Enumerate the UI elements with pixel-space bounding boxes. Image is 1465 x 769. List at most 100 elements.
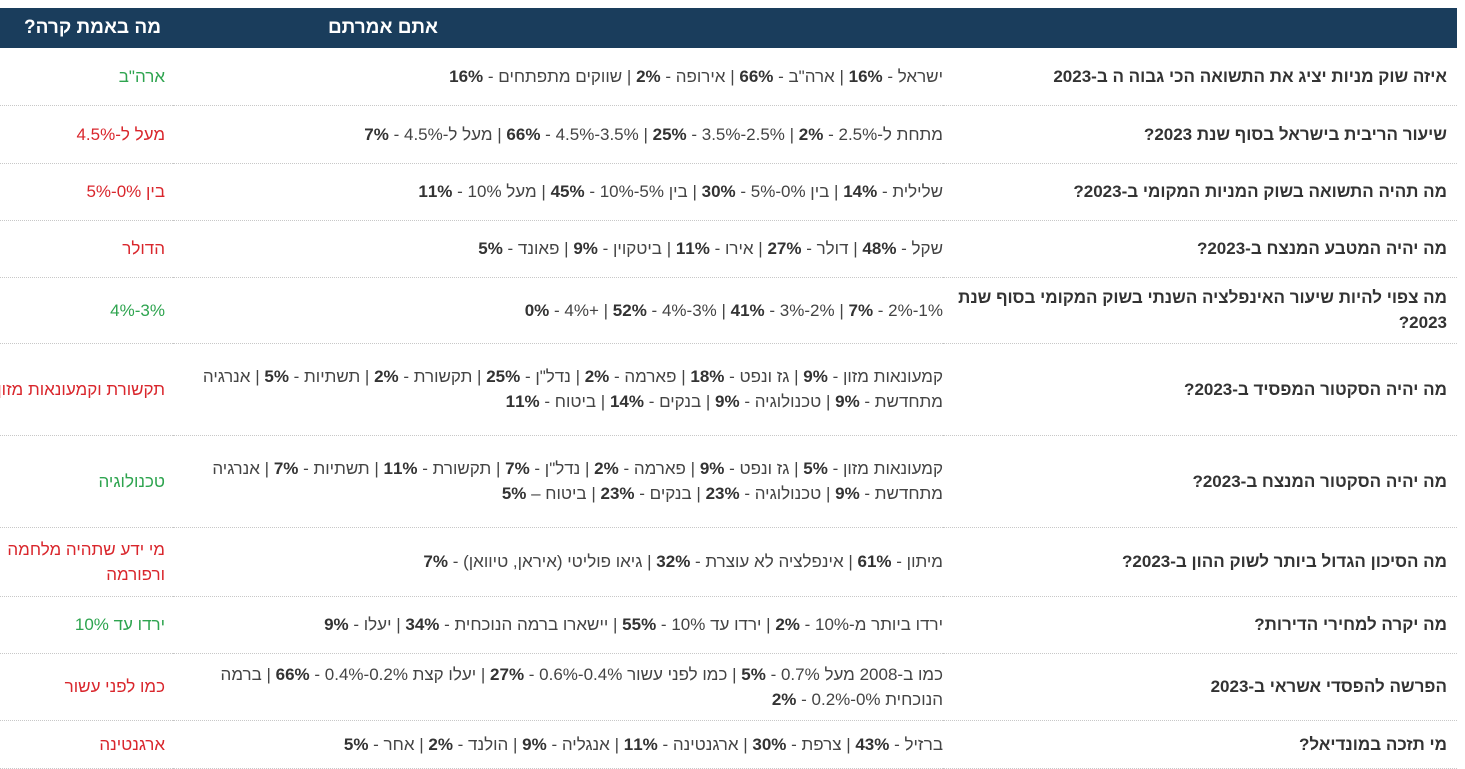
reality-cell: ארה"ב: [0, 48, 173, 106]
reality-cell: כמו לפני עשור: [0, 653, 173, 721]
answer-option: בנקים - 14%: [609, 392, 702, 411]
answer-separator: |: [261, 664, 276, 684]
reality-cell: ירדו עד 10%: [0, 596, 173, 654]
answer-separator: |: [492, 124, 507, 144]
answer-separator: |: [789, 367, 804, 386]
answers-cell: 1%-2% - 7% | 2%-3% - 41% | 3%-4% - 52% |…: [173, 277, 943, 344]
answer-separator: |: [725, 66, 740, 86]
answer-option: גז ונפט - 18%: [690, 367, 790, 386]
answer-option: ארה"ב - 66%: [739, 66, 835, 86]
answer-option: בנקים - 23%: [600, 484, 692, 503]
answer-option: גיאו פוליטי (איראן, טיוואן) - 7%: [423, 552, 643, 571]
answer-option: תשתיות - 5%: [264, 367, 361, 386]
answer-separator: |: [848, 239, 863, 258]
question-cell: מה תהיה התשואה בשוק המניות המקומי ב-2023…: [943, 163, 1457, 221]
answer-option: ירדו עד 10% - 55%: [622, 615, 762, 634]
answer-separator: |: [608, 615, 623, 634]
table-row: מה תהיה התשואה בשוק המניות המקומי ב-2023…: [0, 163, 1457, 221]
question-cell: מה יהיה הסקטור המנצח ב-2023?: [943, 435, 1457, 528]
answer-separator: |: [753, 239, 768, 258]
answer-separator: |: [784, 124, 799, 144]
question-cell: מה צפוי להיות שיעור האינפלציה השנתי בשוק…: [943, 277, 1457, 344]
reality-cell: הדולר: [0, 220, 173, 278]
answer-option: תקשורת - 11%: [383, 459, 492, 478]
answer-option: קמעונאות מזון - 9%: [803, 367, 943, 386]
answer-option: אינפלציה לא עוצרת - 32%: [656, 552, 844, 571]
question-cell: מה הסיכון הגדול ביותר לשוק ההון ב-2023?: [943, 527, 1457, 597]
answer-separator: |: [821, 484, 836, 503]
answer-option: מעל 10% - 11%: [418, 182, 537, 201]
answers-cell: מיתון - 61% | אינפלציה לא עוצרת - 32% | …: [173, 527, 943, 597]
answer-option: יעלו - 9%: [324, 615, 392, 634]
header-what-happened: מה באמת קרה?: [0, 8, 173, 48]
answer-option: 3%-4% - 52%: [612, 300, 717, 320]
answer-option: ביטוח - 11%: [505, 392, 597, 411]
answer-option: ירדו ביותר מ-10% - 2%: [775, 615, 943, 634]
table-row: מה יהיה הסקטור המנצח ב-2023? קמעונאות מזו…: [0, 435, 1457, 528]
answers-cell: קמעונאות מזון - 9% | גז ונפט - 18% | פאר…: [173, 343, 943, 436]
question-cell: הפרשה להפסדי אשראי ב-2023: [943, 653, 1457, 721]
answer-separator: |: [596, 392, 610, 411]
answer-separator: |: [834, 300, 849, 320]
question-cell: שיעור הריבית בישראל בסוף שנת 2023?: [943, 105, 1457, 164]
answer-option: +4% - 0%: [524, 300, 599, 320]
answer-separator: |: [701, 392, 716, 411]
reality-cell: 3%-4%: [0, 277, 173, 344]
answer-option: ביטוח – 5%: [501, 484, 587, 503]
answer-separator: |: [789, 459, 804, 478]
answer-separator: |: [472, 367, 487, 386]
answer-separator: |: [738, 734, 753, 754]
answers-cell: כמו ב-2008 מעל 0.7% - 5% | כמו לפני עשור…: [173, 653, 943, 721]
survey-table-container: אתם אמרתם מה באמת קרה? איזה שוק מניות יצ…: [0, 8, 1457, 769]
reality-cell: ארגנטינה: [0, 720, 173, 769]
answer-separator: |: [821, 392, 836, 411]
question-cell: מי תזכה במונדיאל?: [943, 720, 1457, 769]
answer-option: טכנולוגיה - 9%: [715, 392, 822, 411]
answer-option: 1%-2% - 7%: [848, 300, 943, 320]
answer-separator: |: [369, 459, 384, 478]
answer-option: אחר - 5%: [343, 734, 415, 754]
answer-separator: |: [609, 734, 624, 754]
answer-option: בין 0%-5% - 30%: [701, 182, 830, 201]
answers-cell: קמעונאות מזון - 5% | גז ונפט - 9% | פארמ…: [173, 435, 943, 528]
answer-separator: |: [829, 182, 844, 201]
answers-cell: ברזיל - 43% | צרפת - 30% | ארגנטינה - 11…: [173, 720, 943, 769]
answer-separator: |: [570, 367, 585, 386]
answer-option: אנגליה - 9%: [522, 734, 610, 754]
answer-option: אנרגיה מתחדשת - 9%: [212, 459, 943, 503]
answer-separator: |: [691, 484, 706, 503]
answer-option: מעל ל-4.5% - 7%: [364, 124, 493, 144]
answer-option: קמעונאות מזון - 5%: [803, 459, 943, 478]
answer-option: פאונד - 5%: [478, 239, 560, 258]
answer-option: פארמה - 2%: [594, 459, 686, 478]
header-row: אתם אמרתם מה באמת קרה?: [0, 8, 1457, 48]
answers-cell: שלילית - 14% | בין 0%-5% - 30% | בין 5%-…: [173, 163, 943, 221]
answer-separator: |: [642, 552, 657, 571]
question-cell: מה יהיה הסקטור המפסיד ב-2023?: [943, 343, 1457, 436]
answer-option: טכנולוגיה - 23%: [705, 484, 822, 503]
answer-option: נדל"ן - 7%: [505, 459, 581, 478]
answer-option: תקשורת - 2%: [374, 367, 473, 386]
answer-option: ישראל - 16%: [848, 66, 943, 86]
answer-separator: |: [761, 615, 776, 634]
answer-option: בין 5%-10% - 45%: [550, 182, 688, 201]
answer-separator: |: [586, 484, 601, 503]
reality-cell: טכנולוגיה: [0, 435, 173, 528]
answer-option: כמו ב-2008 מעל 0.7% - 5%: [741, 664, 943, 684]
table-row: מה צפוי להיות שיעור האינפלציה השנתי בשוק…: [0, 277, 1457, 344]
reality-cell: מי ידע שתהיה מלחמה ורפורמה: [0, 527, 173, 597]
answer-option: יעלו קצת 0.2%-0.4% - 66%: [275, 664, 477, 684]
answer-separator: |: [676, 367, 691, 386]
survey-table: אתם אמרתם מה באמת קרה? איזה שוק מניות יצ…: [0, 8, 1457, 769]
answer-separator: |: [622, 66, 637, 86]
answers-cell: ירדו ביותר מ-10% - 2% | ירדו עד 10% - 55…: [173, 596, 943, 654]
answer-option: ברזיל - 43%: [855, 734, 943, 754]
answer-option: גז ונפט - 9%: [699, 459, 790, 478]
answer-separator: |: [687, 182, 702, 201]
answer-separator: |: [414, 734, 429, 754]
answer-option: תשתיות - 7%: [273, 459, 370, 478]
answer-option: 2%-3% - 41%: [730, 300, 835, 320]
header-question: [943, 8, 1457, 48]
answer-separator: |: [360, 367, 375, 386]
reality-cell: תקשורת וקמעונאות מזון: [0, 343, 173, 436]
